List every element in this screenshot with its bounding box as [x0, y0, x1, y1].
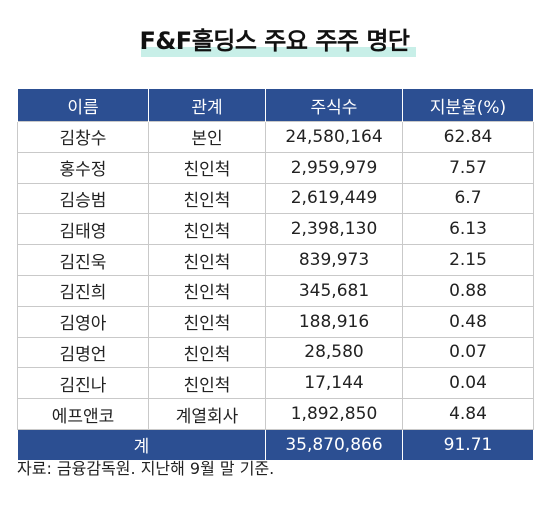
- cell-percent: 6.13: [402, 213, 534, 246]
- cell-relation: 친인척: [148, 182, 266, 215]
- page-title: F&F홀딩스 주요 주주 명단: [137, 24, 416, 58]
- cell-relation: 친인척: [148, 367, 266, 400]
- cell-relation: 친인척: [148, 336, 266, 369]
- table-row: 홍수정 친인척 2,959,979 7.57: [17, 151, 534, 184]
- cell-shares: 188,916: [265, 305, 403, 338]
- cell-percent: 2.15: [402, 244, 534, 276]
- table-row: 김승범 친인척 2,619,449 6.7: [17, 182, 534, 215]
- cell-name: 김진욱: [17, 244, 149, 276]
- cell-shares: 345,681: [265, 274, 403, 307]
- table-header-row: 이름 관계 주식수 지분율(%): [17, 89, 534, 122]
- cell-shares: 2,619,449: [265, 182, 403, 215]
- cell-relation: 친인척: [148, 274, 266, 307]
- table-row: 김진나 친인척 17,144 0.04: [17, 367, 534, 400]
- cell-percent: 0.07: [402, 336, 534, 369]
- cell-name: 김창수: [17, 121, 149, 153]
- cell-relation: 친인척: [148, 151, 266, 184]
- cell-relation: 친인척: [148, 305, 266, 338]
- cell-shares: 1,892,850: [265, 398, 403, 430]
- table-row: 에프앤코 계열회사 1,892,850 4.84: [17, 398, 534, 430]
- cell-relation: 친인척: [148, 244, 266, 276]
- total-shares: 35,870,866: [265, 428, 403, 461]
- cell-shares: 17,144: [265, 367, 403, 400]
- header-relation: 관계: [148, 89, 266, 122]
- source-note: 자료: 금융감독원. 지난해 9월 말 기준.: [17, 459, 275, 478]
- table-row: 김진희 친인척 345,681 0.88: [17, 274, 534, 307]
- table-row: 김명언 친인척 28,580 0.07: [17, 336, 534, 369]
- cell-name: 홍수정: [17, 151, 149, 184]
- cell-shares: 2,959,979: [265, 151, 403, 184]
- table-total-row: 계 35,870,866 91.71: [17, 428, 534, 461]
- header-name: 이름: [17, 89, 149, 122]
- cell-name: 김태영: [17, 213, 149, 246]
- cell-percent: 62.84: [402, 121, 534, 153]
- cell-percent: 0.88: [402, 274, 534, 307]
- cell-percent: 0.48: [402, 305, 534, 338]
- title-area: F&F홀딩스 주요 주주 명단: [0, 24, 549, 58]
- cell-name: 김승범: [17, 182, 149, 215]
- shareholder-table: 이름 관계 주식수 지분율(%) 김창수 본인 24,580,164 62.84…: [17, 89, 534, 461]
- table-row: 김영아 친인척 188,916 0.48: [17, 305, 534, 338]
- cell-shares: 2,398,130: [265, 213, 403, 246]
- cell-relation: 친인척: [148, 213, 266, 246]
- total-label: 계: [17, 428, 266, 461]
- cell-percent: 7.57: [402, 151, 534, 184]
- table-row: 김창수 본인 24,580,164 62.84: [17, 121, 534, 153]
- cell-percent: 4.84: [402, 398, 534, 430]
- cell-shares: 24,580,164: [265, 121, 403, 153]
- header-percent: 지분율(%): [402, 89, 534, 122]
- cell-shares: 28,580: [265, 336, 403, 369]
- cell-percent: 6.7: [402, 182, 534, 215]
- header-shares: 주식수: [265, 89, 403, 122]
- cell-relation: 계열회사: [148, 398, 266, 430]
- cell-name: 김영아: [17, 305, 149, 338]
- cell-name: 김진나: [17, 367, 149, 400]
- cell-relation: 본인: [148, 121, 266, 153]
- cell-percent: 0.04: [402, 367, 534, 400]
- cell-name: 김진희: [17, 274, 149, 307]
- table-row: 김진욱 친인척 839,973 2.15: [17, 244, 534, 276]
- cell-name: 에프앤코: [17, 398, 149, 430]
- total-percent: 91.71: [402, 428, 534, 461]
- table-row: 김태영 친인척 2,398,130 6.13: [17, 213, 534, 246]
- cell-shares: 839,973: [265, 244, 403, 276]
- cell-name: 김명언: [17, 336, 149, 369]
- page-title-text: F&F홀딩스 주요 주주 명단: [139, 27, 410, 55]
